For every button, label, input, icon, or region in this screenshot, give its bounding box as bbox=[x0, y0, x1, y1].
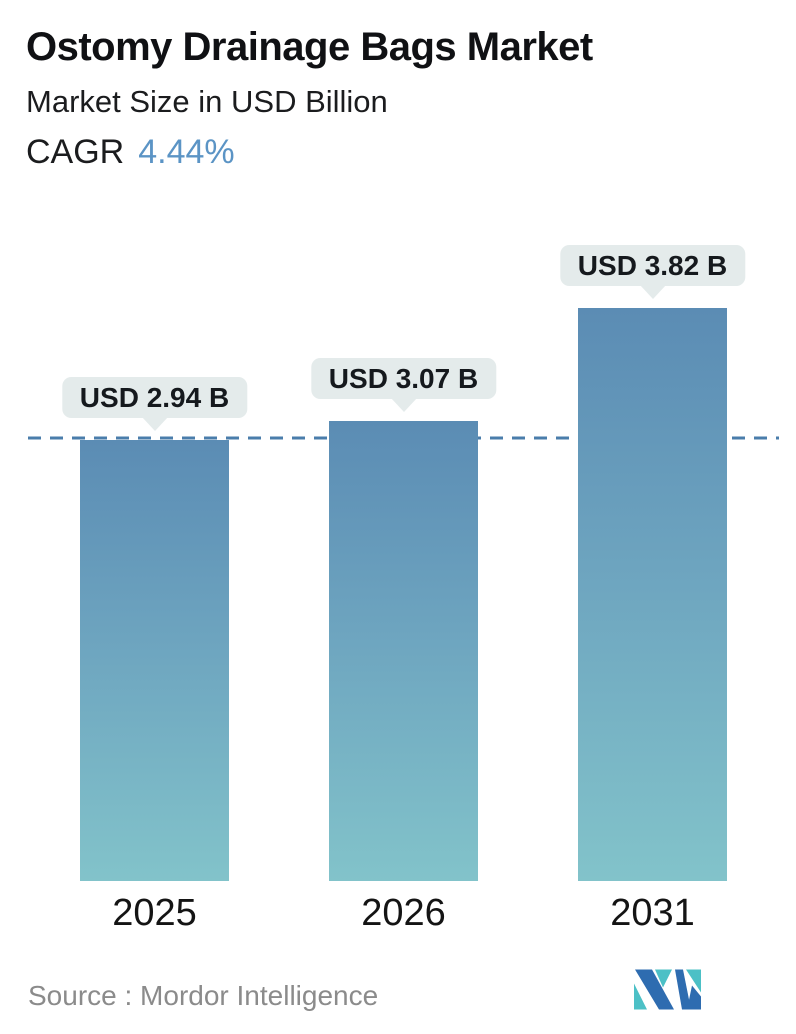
value-label-pill-tail bbox=[390, 397, 417, 412]
cagr-value: 4.44% bbox=[138, 133, 235, 171]
x-axis-label-2025: 2025 bbox=[112, 892, 197, 934]
cagr-row: CAGR 4.44% bbox=[26, 132, 235, 172]
source-attribution: Source : Mordor Intelligence bbox=[28, 980, 379, 1011]
bar-2031 bbox=[578, 308, 727, 881]
bar-2025 bbox=[80, 440, 229, 881]
value-label-pill: USD 2.94 B bbox=[61, 377, 248, 418]
page-title: Ostomy Drainage Bags Market bbox=[26, 25, 593, 69]
bar-2026 bbox=[329, 420, 478, 881]
chart-subtitle: Market Size in USD Billion bbox=[26, 84, 388, 119]
value-label-pill: USD 3.07 B bbox=[310, 357, 497, 399]
x-axis-label-2026: 2026 bbox=[361, 892, 446, 934]
value-label-pill-tail bbox=[639, 285, 666, 299]
mordor-intelligence-logo-icon bbox=[634, 969, 701, 1010]
value-label-pill: USD 3.82 B bbox=[559, 245, 746, 286]
cagr-label: CAGR bbox=[26, 133, 125, 171]
x-axis-label-2031: 2031 bbox=[610, 892, 695, 934]
value-label-pill-tail bbox=[141, 417, 168, 431]
